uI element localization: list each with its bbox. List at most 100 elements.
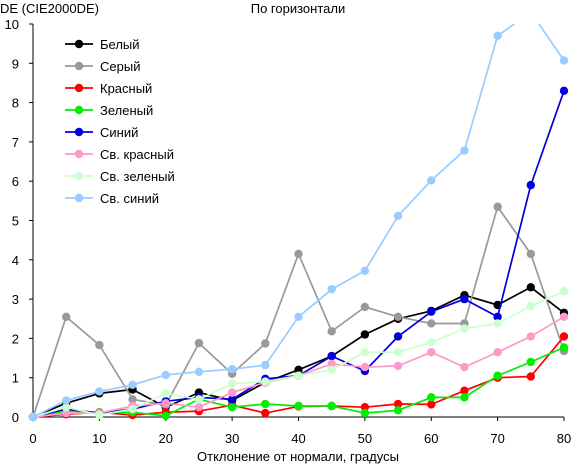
legend-marker <box>74 149 84 159</box>
y-tick-label: 7 <box>12 135 19 150</box>
data-point <box>460 362 469 372</box>
x-tick-label: 40 <box>291 431 305 446</box>
legend-marker <box>74 83 84 93</box>
x-tick-label: 0 <box>29 431 36 446</box>
data-point <box>493 31 502 40</box>
data-point <box>559 86 569 96</box>
y-tick-label: 6 <box>12 174 19 189</box>
data-point <box>526 372 536 381</box>
legend-marker <box>74 61 84 71</box>
series-зеленый <box>28 343 569 422</box>
data-point <box>427 307 436 316</box>
data-point <box>393 361 403 371</box>
data-point <box>526 180 536 190</box>
data-point <box>294 371 303 380</box>
series-line <box>32 286 565 418</box>
legend-entry-серый: Серый <box>65 59 140 74</box>
data-point <box>128 395 137 404</box>
series-line <box>32 205 565 418</box>
data-point <box>427 393 436 402</box>
legend-label: Св. синий <box>100 191 159 206</box>
data-point <box>427 319 436 328</box>
data-point <box>393 399 403 409</box>
data-point <box>460 393 469 402</box>
data-point <box>128 380 137 389</box>
data-point <box>493 319 502 328</box>
data-point <box>327 365 336 375</box>
data-point <box>559 312 569 321</box>
data-point <box>294 401 303 411</box>
data-point <box>227 364 237 374</box>
legend-marker <box>74 39 84 49</box>
data-point <box>493 347 502 357</box>
data-point <box>327 351 336 361</box>
data-point <box>95 340 104 350</box>
data-point <box>194 402 204 412</box>
legend-label: Синий <box>100 125 138 140</box>
series-св-синий <box>28 8 569 422</box>
legend-label: Св. красный <box>100 147 174 162</box>
data-point <box>360 408 370 418</box>
data-point <box>327 359 336 369</box>
data-point <box>393 332 403 341</box>
legend-label: Красный <box>100 81 152 96</box>
data-point <box>194 395 204 404</box>
data-point <box>261 360 270 370</box>
data-point <box>493 371 502 380</box>
y-tick-label: 3 <box>12 292 19 307</box>
data-point <box>427 400 436 409</box>
data-point <box>161 399 170 408</box>
data-point <box>559 287 569 296</box>
data-point <box>261 377 270 386</box>
y-tick-label: 9 <box>12 56 19 71</box>
legend-label: Зеленый <box>100 103 153 118</box>
data-point <box>61 402 71 412</box>
y-tick-label: 8 <box>12 96 19 111</box>
data-point <box>527 8 535 16</box>
data-point <box>95 387 104 396</box>
data-point <box>526 249 536 259</box>
data-point <box>493 202 502 211</box>
series-св-зеленый <box>28 287 569 422</box>
data-point <box>327 285 336 294</box>
data-point <box>393 211 403 220</box>
x-tick-label: 10 <box>92 431 106 446</box>
data-point <box>261 408 270 418</box>
legend-entry-красный: Красный <box>65 81 152 96</box>
x-tick-label: 60 <box>424 431 438 446</box>
x-axis-label: Отклонение от нормали, градусы <box>197 449 399 464</box>
data-point <box>61 312 71 321</box>
legend-entry-синий: Синий <box>65 125 138 140</box>
data-point <box>327 327 336 336</box>
legend-entry-св-зеленый: Св. зеленый <box>65 169 175 184</box>
data-point <box>294 312 303 321</box>
data-point <box>460 146 469 155</box>
y-tick-label: 5 <box>12 214 19 229</box>
data-point <box>360 362 370 372</box>
data-point <box>393 312 403 321</box>
legend-entry-св-синий: Св. синий <box>65 191 159 206</box>
data-point <box>460 386 469 395</box>
data-point <box>393 347 403 357</box>
data-point <box>61 408 71 418</box>
legend-entry-белый: Белый <box>65 37 140 52</box>
y-tick-label: 0 <box>12 410 19 425</box>
legend-marker <box>74 105 84 115</box>
data-point <box>360 347 370 357</box>
data-point <box>294 365 303 375</box>
data-point <box>161 411 170 421</box>
legend-entry-св-красный: Св. красный <box>65 147 174 162</box>
data-point <box>360 302 370 312</box>
data-point <box>128 404 137 414</box>
y-tick-label: 1 <box>12 371 19 386</box>
data-point <box>194 367 204 377</box>
data-point <box>261 399 270 409</box>
data-point <box>559 332 569 341</box>
data-point <box>427 338 436 347</box>
data-point <box>526 301 536 311</box>
data-point <box>61 396 71 405</box>
data-point <box>526 332 536 341</box>
data-point <box>261 339 270 348</box>
series-серый <box>28 202 569 422</box>
data-point <box>460 294 469 304</box>
